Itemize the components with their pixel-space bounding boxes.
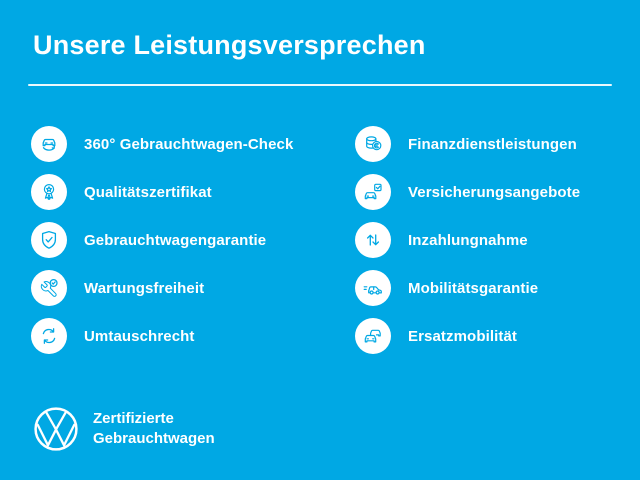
promise-item: Gebrauchtwagengarantie: [31, 222, 355, 258]
two-cars-icon: [355, 318, 391, 354]
promise-label: 360° Gebrauchtwagen-Check: [84, 135, 294, 153]
promise-item: Versicherungsangebote: [355, 174, 640, 210]
promise-item: Finanzdienstleistungen: [355, 126, 640, 162]
exchange-arrows-icon: [31, 318, 67, 354]
footer-brand-text: Zertifizierte Gebrauchtwagen: [93, 409, 215, 449]
promise-item: Qualitätszertifikat: [31, 174, 355, 210]
wrench-check-icon: [31, 270, 67, 306]
promise-label: Umtauschrecht: [84, 327, 195, 345]
promise-item: Umtauschrecht: [31, 318, 355, 354]
promise-item: Ersatzmobilität: [355, 318, 640, 354]
car-moving-icon: [355, 270, 391, 306]
coins-euro-icon: [355, 126, 391, 162]
promise-item: 360° Gebrauchtwagen-Check: [31, 126, 355, 162]
car-check-icon: [355, 174, 391, 210]
car-360-icon: [31, 126, 67, 162]
promise-item: Inzahlungnahme: [355, 222, 640, 258]
promise-grid: 360° Gebrauchtwagen-Check Qualitätszerti…: [31, 126, 640, 354]
footer-brand-line2: Gebrauchtwagen: [93, 430, 215, 447]
promise-label: Versicherungsangebote: [408, 183, 581, 201]
vw-logo-icon: [33, 406, 79, 452]
promise-label: Mobilitätsgarantie: [408, 279, 539, 297]
title-divider: [28, 84, 612, 86]
promise-label: Finanzdienstleistungen: [408, 135, 577, 153]
promise-label: Ersatzmobilität: [408, 327, 518, 345]
right-column: Finanzdienstleistungen Versicherungsange…: [355, 126, 640, 354]
shield-check-icon: [31, 222, 67, 258]
promise-label: Qualitätszertifikat: [84, 183, 212, 201]
promise-label: Wartungsfreiheit: [84, 279, 205, 297]
page-title: Unsere Leistungsversprechen: [33, 30, 426, 60]
arrows-up-down-icon: [355, 222, 391, 258]
footer-brand: Zertifizierte Gebrauchtwagen: [33, 406, 215, 452]
left-column: 360° Gebrauchtwagen-Check Qualitätszerti…: [31, 126, 355, 354]
footer-brand-line1: Zertifizierte: [93, 410, 174, 427]
medal-icon: [31, 174, 67, 210]
promise-item: Mobilitätsgarantie: [355, 270, 640, 306]
promise-label: Inzahlungnahme: [408, 231, 528, 249]
promise-item: Wartungsfreiheit: [31, 270, 355, 306]
promise-label: Gebrauchtwagengarantie: [84, 231, 267, 249]
